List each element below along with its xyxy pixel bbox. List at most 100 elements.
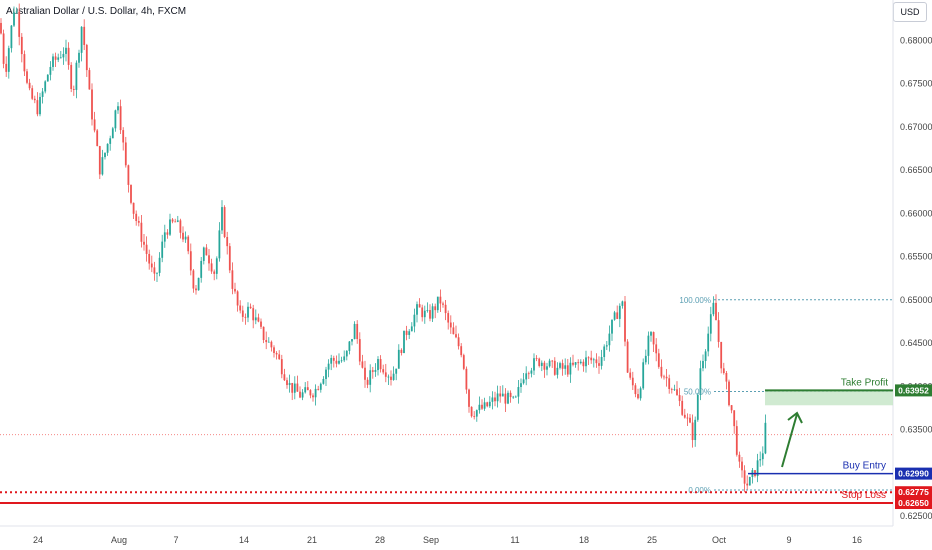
candle-body [707, 333, 710, 352]
candle-body [691, 422, 694, 441]
candle-body [338, 360, 340, 364]
candle-body [423, 310, 426, 318]
candle-body [483, 402, 486, 409]
candle-body [234, 288, 236, 292]
candle-body [317, 388, 320, 390]
candle-body [556, 367, 559, 375]
candle-body [702, 360, 704, 369]
y-tick-label: 0.67500 [900, 79, 932, 89]
candle-body [169, 219, 171, 235]
candle-body [657, 353, 660, 367]
candle-body [673, 389, 676, 391]
candle-body [704, 351, 707, 361]
candle-body [553, 360, 556, 375]
fib-level-label: 0.00% [688, 486, 711, 495]
candle-body [15, 11, 18, 13]
price-tag [895, 467, 932, 480]
candle-body [725, 372, 728, 382]
candle-body [218, 230, 221, 259]
candle-body [561, 363, 564, 369]
candle-body [304, 387, 307, 393]
candle-body [353, 323, 356, 340]
fib-level-label: 100.00% [679, 296, 711, 305]
x-tick-label: 21 [307, 535, 317, 545]
y-tick-label: 0.62500 [900, 511, 932, 521]
candle-body [210, 263, 213, 272]
candle-body [720, 341, 723, 369]
candle-body [535, 358, 538, 360]
x-tick-label: 24 [33, 535, 43, 545]
candle-body [72, 89, 75, 90]
candle-body [436, 296, 439, 311]
candle-body [124, 142, 127, 166]
candle-body [163, 232, 166, 242]
candle-body [611, 319, 613, 334]
candle-body [70, 64, 73, 90]
candle-body [62, 53, 65, 58]
candle-body [421, 307, 424, 318]
candle-body [764, 422, 767, 454]
candle-body [517, 387, 520, 397]
candle-body [665, 376, 668, 379]
candle-body [616, 312, 619, 319]
candle-body [741, 461, 743, 471]
candle-body [730, 405, 733, 411]
candle-body [478, 404, 481, 411]
stop-loss-label: Stop Loss [842, 490, 886, 501]
price-tag [895, 384, 932, 397]
candle-body [395, 368, 398, 374]
candle-body [694, 419, 697, 441]
candle-body [132, 202, 135, 214]
price-tag-label: 0.62775 [898, 487, 929, 497]
candle-body [712, 302, 715, 315]
candle-body [299, 391, 301, 398]
candle-body [652, 332, 655, 345]
candle-body [748, 476, 751, 486]
candle-body [496, 393, 499, 402]
candle-body [403, 330, 405, 353]
candle-body [696, 394, 699, 420]
candle-body [538, 358, 541, 366]
price-tag [895, 486, 932, 499]
candle-body [613, 312, 616, 320]
candle-body [296, 383, 299, 392]
candle-body [223, 207, 226, 237]
candle-body [400, 349, 403, 353]
candle-body [527, 373, 530, 375]
candle-body [522, 379, 525, 384]
candle-body [452, 327, 455, 335]
x-tick-label: 16 [852, 535, 862, 545]
candle-body [738, 454, 741, 462]
candle-body [254, 317, 257, 321]
candle-body [418, 304, 421, 308]
candle-body [761, 453, 764, 460]
x-tick-label: 14 [239, 535, 249, 545]
x-tick-label: 9 [786, 535, 791, 545]
candle-body [13, 12, 15, 26]
candle-body [759, 459, 762, 461]
candle-body [670, 389, 673, 390]
candle-body [683, 414, 686, 418]
candle-body [239, 305, 242, 311]
candle-body [20, 36, 23, 55]
candle-body [384, 372, 387, 377]
candle-body [260, 321, 262, 327]
candle-body [192, 270, 195, 289]
candle-body [111, 128, 114, 139]
price-tag-label: 0.62650 [898, 498, 929, 508]
candle-body [426, 310, 429, 311]
take-profit-label: Take Profit [841, 377, 888, 388]
candle-body [699, 368, 702, 395]
candle-body [559, 363, 561, 368]
candle-body [202, 247, 205, 261]
candle-body [733, 410, 736, 427]
candle-body [351, 339, 353, 342]
candle-body [114, 110, 117, 129]
candle-body [473, 416, 476, 418]
candle-body [595, 359, 598, 364]
candle-body [187, 236, 190, 252]
candle-body [585, 357, 587, 367]
candle-body [176, 220, 179, 222]
candle-body [663, 376, 665, 378]
